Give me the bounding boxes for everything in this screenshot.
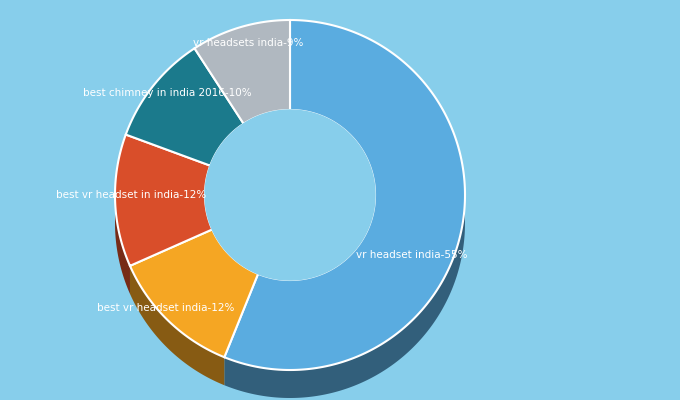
Polygon shape xyxy=(130,266,224,385)
Polygon shape xyxy=(115,196,130,294)
Polygon shape xyxy=(212,230,258,302)
Text: best vr headset india-12%: best vr headset india-12% xyxy=(97,303,235,313)
Polygon shape xyxy=(115,134,212,266)
Polygon shape xyxy=(205,195,212,258)
Text: vr headsets india-9%: vr headsets india-9% xyxy=(193,38,303,48)
Text: best vr headset in india-12%: best vr headset in india-12% xyxy=(56,190,207,200)
Polygon shape xyxy=(258,196,375,308)
Polygon shape xyxy=(194,20,290,124)
Polygon shape xyxy=(130,230,258,357)
Polygon shape xyxy=(205,110,375,280)
Polygon shape xyxy=(126,48,243,166)
Text: best chimney in india 2016-10%: best chimney in india 2016-10% xyxy=(83,88,252,98)
Polygon shape xyxy=(205,195,375,308)
Polygon shape xyxy=(224,197,465,398)
Text: vr headset india-55%: vr headset india-55% xyxy=(356,250,468,260)
Polygon shape xyxy=(224,20,465,370)
